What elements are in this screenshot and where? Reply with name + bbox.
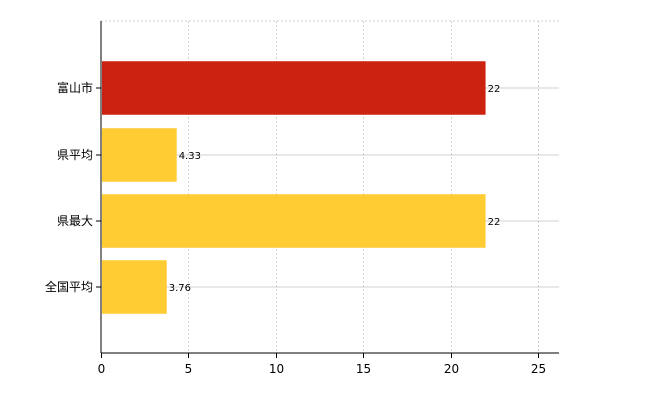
y-tick-label: 富山市: [57, 80, 93, 95]
y-tick-label: 全国平均: [45, 279, 93, 294]
x-tick-label: 15: [356, 362, 371, 376]
x-tick-label: 10: [269, 362, 284, 376]
labels: 0 5 10 15 20 25 富山市 22 県平均 4.33 県最大 22 全国平均 3.76: [45, 80, 546, 376]
bar: [102, 260, 167, 314]
x-tick-label: 20: [444, 362, 459, 376]
data-label: 22: [488, 217, 501, 228]
bars: [102, 61, 486, 314]
data-label: 22: [488, 84, 501, 95]
bar: [102, 194, 486, 248]
x-tick-label: 25: [531, 362, 546, 376]
bar: [102, 61, 486, 115]
x-tick-label: 0: [98, 362, 106, 376]
y-tick-label: 県平均: [57, 148, 93, 162]
axes: [96, 21, 559, 358]
data-label: 3.76: [169, 283, 191, 294]
y-tick-label: 県最大: [57, 214, 93, 228]
bar: [102, 128, 177, 182]
data-label: 4.33: [179, 151, 201, 162]
x-tick-label: 5: [185, 362, 193, 376]
